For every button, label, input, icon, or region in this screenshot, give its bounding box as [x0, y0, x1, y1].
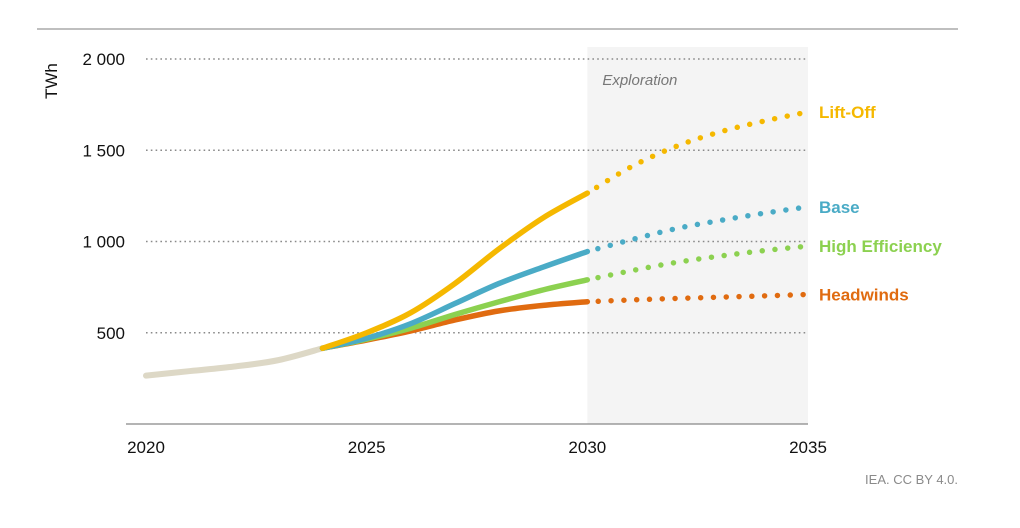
series-line-base [319, 248, 591, 352]
series-label-lift-off: Lift-Off [819, 103, 876, 122]
x-tick-label: 2035 [789, 438, 827, 457]
x-tick-label: 2020 [127, 438, 165, 457]
y-tick-label: 2 000 [82, 50, 125, 69]
series-label-headwinds: Headwinds [819, 285, 909, 304]
x-tick-label: 2030 [568, 438, 606, 457]
series-line-lift-off [319, 190, 591, 352]
history-line [143, 345, 326, 379]
x-tick-label: 2025 [348, 438, 386, 457]
y-tick-label: 1 500 [82, 141, 125, 160]
series-labels: Headwinds High Efficiency Base Lift-Off [819, 103, 942, 304]
series-projection-high-efficiency [584, 243, 811, 283]
y-tick-labels: 500 1 000 1 500 2 000 [82, 50, 125, 343]
y-axis-label: TWh [42, 63, 61, 99]
y-tick-label: 1 000 [82, 233, 125, 252]
exploration-label: Exploration [602, 72, 677, 89]
exploration-region [587, 47, 808, 424]
series-label-base: Base [819, 198, 860, 217]
y-tick-label: 500 [97, 324, 125, 343]
x-tick-labels: 2020 2025 2030 2035 [127, 438, 827, 457]
series-lines [143, 109, 811, 379]
series-projection-lift-off [584, 109, 811, 196]
source-credit: IEA. CC BY 4.0. [865, 472, 958, 487]
series-projection-base [584, 204, 811, 255]
series-label-high-efficiency: High Efficiency [819, 237, 942, 256]
